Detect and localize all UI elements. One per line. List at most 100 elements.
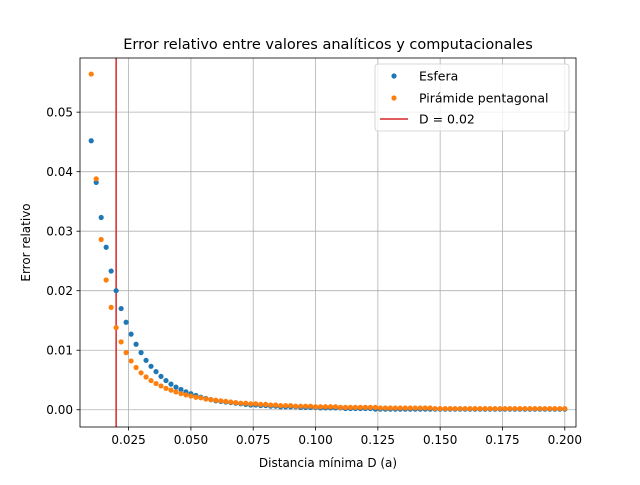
- legend-label-piramide: Pirámide pentagonal: [419, 91, 549, 106]
- y-tick-label: 0.01: [46, 344, 73, 358]
- data-point: [417, 405, 423, 411]
- data-point: [98, 214, 104, 221]
- data-point: [263, 401, 269, 407]
- data-point: [427, 405, 433, 411]
- y-tick-label: 0.02: [46, 284, 73, 298]
- data-point: [312, 404, 319, 410]
- data-point: [118, 305, 124, 312]
- x-tick-label: 0.025: [111, 433, 145, 447]
- legend: Esfera Pirámide pentagonal D = 0.02: [374, 63, 570, 132]
- data-point: [342, 404, 349, 410]
- plot-frame: [79, 57, 577, 428]
- data-point: [183, 392, 189, 398]
- data-point: [98, 236, 104, 243]
- x-tick-label: 0.200: [548, 433, 582, 447]
- data-point: [223, 398, 229, 405]
- series-piramide-pentagonal: [88, 71, 568, 412]
- data-point: [153, 380, 159, 387]
- data-point: [168, 381, 174, 387]
- data-point: [367, 404, 373, 410]
- data-point: [283, 402, 289, 409]
- data-point: [138, 370, 144, 376]
- legend-label-esfera: Esfera: [419, 69, 458, 84]
- data-point: [243, 400, 249, 406]
- data-point: [278, 402, 284, 409]
- x-tick-label: 0.100: [298, 433, 332, 447]
- data-point: [93, 179, 99, 185]
- data-point: [123, 350, 129, 356]
- legend-marker-piramide: [391, 95, 397, 101]
- data-point: [158, 373, 164, 380]
- data-point: [302, 403, 309, 409]
- data-point: [437, 405, 443, 412]
- data-point: [457, 405, 463, 412]
- data-point: [512, 405, 518, 412]
- data-point: [292, 403, 299, 409]
- legend-marker-esfera: [391, 73, 397, 79]
- data-point: [123, 319, 129, 325]
- data-point: [442, 405, 448, 412]
- data-point: [228, 399, 234, 405]
- y-axis-label: Error relativo: [19, 203, 33, 281]
- x-axis-label: Distancia mínima D (a): [259, 456, 397, 470]
- data-point: [537, 405, 543, 412]
- data-point: [297, 403, 304, 409]
- data-point: [557, 405, 563, 412]
- data-point: [432, 405, 438, 412]
- data-point: [322, 404, 329, 410]
- data-point: [472, 405, 478, 412]
- data-point: [397, 405, 403, 411]
- data-point: [88, 138, 94, 144]
- data-point: [288, 402, 294, 409]
- data-point: [377, 405, 383, 411]
- data-point: [143, 357, 149, 363]
- data-point: [178, 386, 184, 393]
- data-point: [467, 405, 473, 412]
- x-tick-label: 0.075: [236, 433, 270, 447]
- data-point: [357, 404, 364, 410]
- data-point: [542, 405, 548, 412]
- data-point: [113, 325, 119, 331]
- data-point: [178, 391, 184, 397]
- data-point: [412, 405, 418, 411]
- x-tick-label: 0.175: [485, 433, 519, 447]
- data-point: [193, 394, 199, 400]
- axis-ticks: 0.025 0.050 0.075 0.100 0.125 0.150 0.175 0.200…: [46, 105, 582, 447]
- data-point: [268, 402, 274, 408]
- data-point: [332, 404, 339, 410]
- data-point: [407, 405, 413, 411]
- data-point: [273, 402, 279, 408]
- data-point: [317, 404, 324, 410]
- data-point: [168, 387, 174, 393]
- data-point: [108, 268, 114, 274]
- data-point: [218, 398, 224, 404]
- data-point: [517, 405, 523, 412]
- legend-label-d-line: D = 0.02: [419, 112, 475, 127]
- data-point: [148, 363, 154, 369]
- data-point: [153, 369, 159, 375]
- data-point: [497, 405, 503, 412]
- chart-title: Error relativo entre valores analíticos …: [123, 37, 533, 53]
- data-point: [198, 395, 204, 401]
- data-point: [208, 397, 214, 403]
- data-point: [532, 405, 538, 412]
- data-point: [173, 389, 179, 395]
- data-point: [382, 405, 388, 411]
- data-point: [507, 405, 513, 412]
- data-point: [158, 383, 164, 389]
- data-point: [552, 405, 558, 412]
- data-point: [238, 400, 244, 406]
- data-point: [522, 405, 528, 412]
- data-point: [128, 331, 134, 337]
- x-tick-label: 0.050: [174, 433, 208, 447]
- data-point: [258, 401, 264, 407]
- x-tick-label: 0.150: [423, 433, 457, 447]
- data-point: [487, 405, 493, 412]
- data-point: [462, 405, 468, 412]
- data-point: [492, 405, 498, 412]
- data-point: [347, 404, 354, 410]
- data-point: [307, 403, 314, 409]
- data-point: [173, 384, 179, 390]
- data-point: [562, 405, 568, 412]
